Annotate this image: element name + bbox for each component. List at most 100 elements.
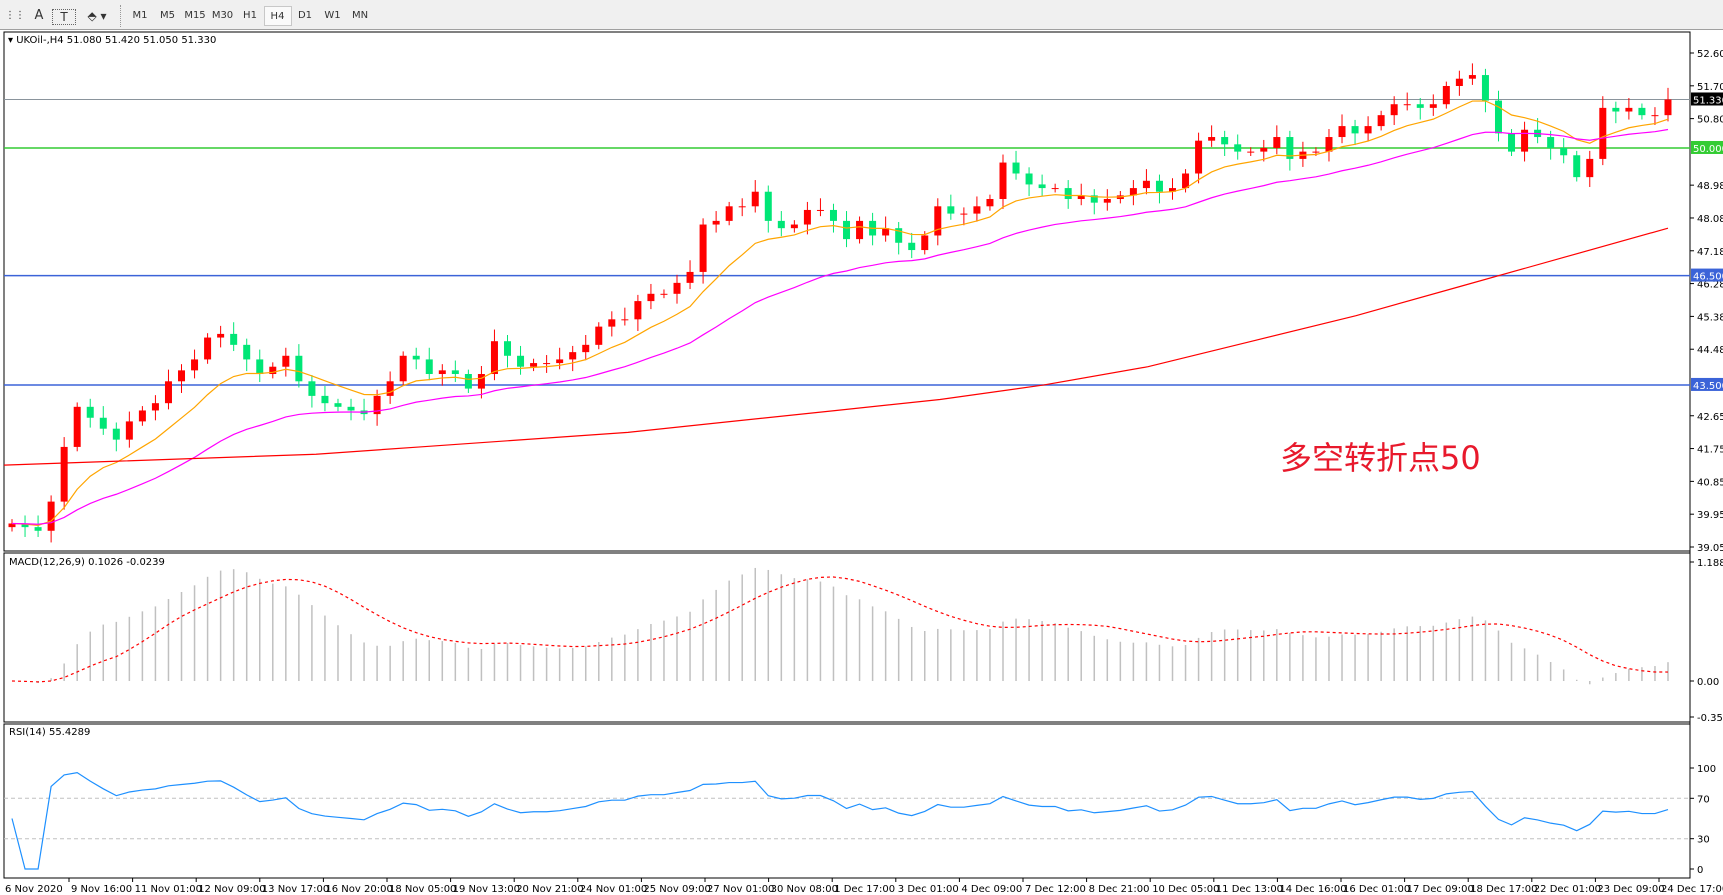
rsi-tick-label: 100 [1697,764,1716,775]
candle-body [1338,126,1346,138]
candle-body [1638,107,1646,116]
timeframe-m30[interactable]: M30 [211,10,234,21]
candle-body [1560,147,1568,156]
candle-body [308,381,316,396]
macd-label: MACD(12,26,9) 0.1026 -0.0239 [9,557,165,568]
candle-body [1364,126,1372,134]
candle-body [21,523,29,528]
candle-body [543,363,551,365]
candle-body [1651,115,1659,117]
candle-body [856,220,864,240]
candle-body [1155,180,1163,192]
candle-body [1455,78,1463,86]
candle-body [73,406,81,447]
candle-body [986,199,994,207]
chart-window[interactable]: 52.605 51.705 50.805 48.980 48.080 47.180 46.2… [0,30,1723,895]
date-label: 16 Nov 20:00 [325,884,392,895]
candle-body [243,344,251,360]
candle-body [1142,180,1150,189]
candle-body [1025,173,1033,185]
candle-body [1208,137,1216,141]
candle-body [751,191,759,207]
candle-body [47,501,55,531]
candle-body [1521,129,1529,152]
candle-body [908,242,916,251]
timeframe-h1[interactable]: H1 [243,10,257,21]
text-tool-icon[interactable]: A [34,8,44,23]
price-tick-label: 48.080 [1697,214,1723,225]
candle-body [1129,188,1137,196]
candle-body [556,359,564,364]
date-label: 27 Nov 01:00 [707,884,774,895]
candle-body [1064,188,1072,200]
candle-body [712,220,720,225]
date-label: 1 Dec 17:00 [834,884,895,895]
candle-body [647,293,655,302]
candle-body [1286,137,1294,159]
period-separator-icon[interactable]: ⋮⋮ [5,10,25,21]
candle-body [582,344,590,353]
candle-body [125,421,133,440]
candle-body [1103,199,1111,203]
candle-body [921,235,929,251]
timeframe-m5[interactable]: M5 [160,10,175,21]
candle-body [1612,107,1620,112]
candle-body [256,359,264,375]
main-panel [3,31,1691,552]
candle-body [464,374,472,389]
candle-body [269,366,277,375]
candle-body [673,282,681,294]
date-label: 6 Nov 2020 [5,884,63,895]
date-label: 14 Dec 16:00 [1279,884,1346,895]
candle-body [1273,137,1281,148]
level-price-tag [1691,268,1723,282]
macd-tick-label: -0.3582 [1697,713,1723,724]
candle-body [829,209,837,221]
candle-body [138,410,146,422]
candle-body [699,224,707,272]
candle-body [1390,104,1398,116]
candle-body [1195,140,1203,174]
price-tick-label: 52.605 [1697,49,1723,60]
toolbar-separator [120,5,123,27]
candle-body [373,395,381,415]
level-price-label: 43.500 [1693,381,1723,392]
candle-body [191,359,199,371]
candle-body [660,293,668,295]
candle-body [164,381,172,404]
price-tick-label: 45.380 [1697,312,1723,323]
date-label: 4 Dec 09:00 [961,884,1022,895]
timeframe-d1[interactable]: D1 [297,10,313,21]
candle-body [569,352,577,360]
macd-signal-line [11,576,1669,683]
candle-body [282,355,290,367]
candle-body [321,395,329,404]
rsi-tick-label: 70 [1697,794,1710,805]
candle-body [934,206,942,236]
moving-average-mid [11,128,1669,525]
candle-body [1012,162,1020,174]
candle-body [803,209,811,225]
timeframe-m1[interactable]: M1 [132,10,148,21]
timeframe-h4[interactable]: H4 [263,6,292,26]
candle-body [1547,137,1555,148]
candle-body [1234,144,1242,152]
candle-body [960,213,968,215]
text-label-icon[interactable]: T [52,9,76,25]
timeframe-m15[interactable]: M15 [184,10,206,21]
timeframe-w1[interactable]: W1 [324,10,341,21]
candle-body [843,220,851,240]
candle-body [477,374,485,389]
price-tick-label: 39.955 [1697,510,1723,521]
arrows-tool-icon[interactable]: ⬘ ▾ [87,9,107,23]
date-label: 30 Nov 08:00 [771,884,838,895]
candle-body [1169,188,1177,192]
candle-body [1442,85,1450,105]
date-label: 20 Nov 21:00 [516,884,583,895]
candle-body [816,209,824,211]
date-label: 10 Dec 05:00 [1152,884,1219,895]
candle-body [112,428,120,440]
candle-body [517,355,525,367]
timeframe-mn[interactable]: MN [351,10,369,21]
date-label: 22 Dec 01:00 [1534,884,1601,895]
